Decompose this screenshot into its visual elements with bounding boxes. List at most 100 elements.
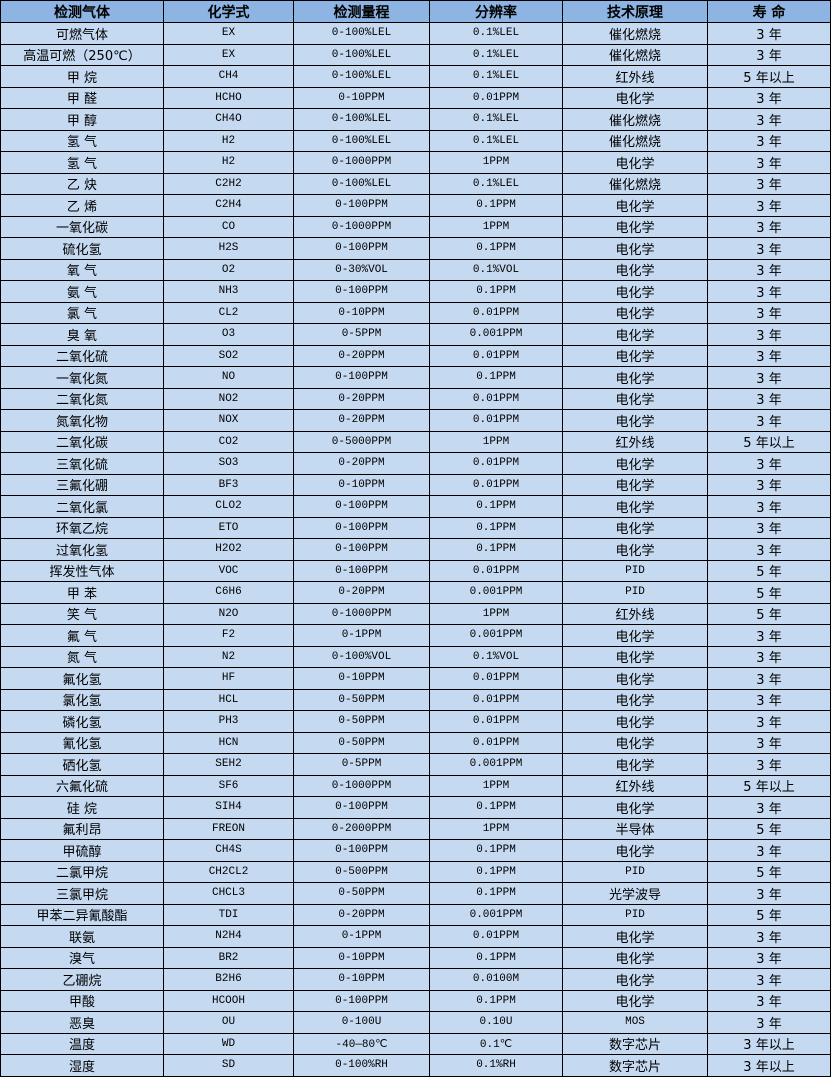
cell-resolution: 1PPM bbox=[429, 817, 563, 840]
table-row: 氯 气 CL2 0-10PPM 0.01PPM 电化学 3 年 bbox=[0, 301, 831, 324]
cell-resolution: 0.01PPM bbox=[429, 86, 563, 109]
cell-gas: 环氧乙烷 bbox=[0, 516, 164, 539]
cell-range: 0-30%VOL bbox=[293, 258, 430, 281]
table-row: 臭 氧 O3 0-5PPM 0.001PPM 电化学 3 年 bbox=[0, 323, 831, 346]
cell-principle: 电化学 bbox=[562, 366, 708, 389]
cell-range: 0-100U bbox=[293, 1011, 430, 1034]
cell-gas: 联氨 bbox=[0, 925, 164, 948]
cell-principle: 电化学 bbox=[562, 495, 708, 518]
cell-gas: 甲 醛 bbox=[0, 86, 164, 109]
cell-formula: CL2 bbox=[163, 301, 294, 324]
cell-principle: 电化学 bbox=[562, 409, 708, 432]
cell-resolution: 0.0100M bbox=[429, 968, 563, 991]
cell-range: 0-1PPM bbox=[293, 925, 430, 948]
cell-range: 0-50PPM bbox=[293, 731, 430, 754]
cell-resolution: 1PPM bbox=[429, 774, 563, 797]
cell-lifespan: 5 年以上 bbox=[707, 430, 831, 453]
cell-range: 0-100PPM bbox=[293, 839, 430, 862]
cell-principle: 红外线 bbox=[562, 602, 708, 625]
table-row: 磷化氢 PH3 0-50PPM 0.01PPM 电化学 3 年 bbox=[0, 710, 831, 733]
cell-range: 0-20PPM bbox=[293, 387, 430, 410]
cell-resolution: 0.01PPM bbox=[429, 409, 563, 432]
cell-formula: O2 bbox=[163, 258, 294, 281]
cell-range: 0-100PPM bbox=[293, 516, 430, 539]
header-row: 检测气体 化学式 检测量程 分辨率 技术原理 寿 命 bbox=[0, 0, 831, 23]
cell-range: 0-100PPM bbox=[293, 194, 430, 217]
cell-resolution: 0.001PPM bbox=[429, 903, 563, 926]
cell-range: 0-5000PPM bbox=[293, 430, 430, 453]
table-row: 三氯甲烷 CHCL3 0-50PPM 0.1PPM 光学波导 3 年 bbox=[0, 882, 831, 905]
cell-range: 0-20PPM bbox=[293, 344, 430, 367]
cell-gas: 过氧化氢 bbox=[0, 538, 164, 561]
cell-formula: HCHO bbox=[163, 86, 294, 109]
cell-resolution: 0.1PPM bbox=[429, 194, 563, 217]
cell-formula: TDI bbox=[163, 903, 294, 926]
cell-gas: 臭 氧 bbox=[0, 323, 164, 346]
cell-resolution: 0.1PPM bbox=[429, 796, 563, 819]
cell-principle: 电化学 bbox=[562, 925, 708, 948]
table-row: 氮氧化物 NOX 0-20PPM 0.01PPM 电化学 3 年 bbox=[0, 409, 831, 432]
cell-resolution: 0.01PPM bbox=[429, 387, 563, 410]
cell-formula: NH3 bbox=[163, 280, 294, 303]
cell-range: 0-100PPM bbox=[293, 796, 430, 819]
cell-principle: 电化学 bbox=[562, 538, 708, 561]
cell-principle: 电化学 bbox=[562, 452, 708, 475]
cell-lifespan: 3 年 bbox=[707, 22, 831, 45]
cell-resolution: 0.1PPM bbox=[429, 280, 563, 303]
cell-gas: 挥发性气体 bbox=[0, 559, 164, 582]
cell-gas: 氟 气 bbox=[0, 624, 164, 647]
cell-principle: 电化学 bbox=[562, 731, 708, 754]
cell-formula: BR2 bbox=[163, 946, 294, 969]
cell-formula: N2 bbox=[163, 645, 294, 668]
cell-principle: 红外线 bbox=[562, 430, 708, 453]
table-row: 挥发性气体 VOC 0-100PPM 0.01PPM PID 5 年 bbox=[0, 559, 831, 582]
cell-formula: C2H2 bbox=[163, 172, 294, 195]
cell-resolution: 0.10U bbox=[429, 1011, 563, 1034]
cell-formula: FREON bbox=[163, 817, 294, 840]
cell-gas: 氨 气 bbox=[0, 280, 164, 303]
cell-gas: 氧 气 bbox=[0, 258, 164, 281]
cell-gas: 温度 bbox=[0, 1032, 164, 1055]
cell-formula: N2H4 bbox=[163, 925, 294, 948]
cell-lifespan: 5 年以上 bbox=[707, 774, 831, 797]
cell-range: 0-100%LEL bbox=[293, 129, 430, 152]
cell-formula: NO bbox=[163, 366, 294, 389]
cell-resolution: 1PPM bbox=[429, 430, 563, 453]
cell-resolution: 0.01PPM bbox=[429, 688, 563, 711]
cell-formula: BF3 bbox=[163, 473, 294, 496]
table-row: 二氯甲烷 CH2CL2 0-500PPM 0.1PPM PID 5 年 bbox=[0, 860, 831, 883]
cell-principle: 电化学 bbox=[562, 194, 708, 217]
cell-resolution: 0.1PPM bbox=[429, 839, 563, 862]
cell-resolution: 1PPM bbox=[429, 602, 563, 625]
cell-formula: CH4 bbox=[163, 65, 294, 88]
cell-lifespan: 3 年 bbox=[707, 882, 831, 905]
cell-lifespan: 3 年 bbox=[707, 645, 831, 668]
cell-gas: 二氧化硫 bbox=[0, 344, 164, 367]
table-row: 甲 烷 CH4 0-100%LEL 0.1%LEL 红外线 5 年以上 bbox=[0, 65, 831, 88]
table-row: 甲苯二异氰酸酯 TDI 0-20PPM 0.001PPM PID 5 年 bbox=[0, 903, 831, 926]
cell-lifespan: 5 年以上 bbox=[707, 65, 831, 88]
cell-formula: SO3 bbox=[163, 452, 294, 475]
cell-formula: CH4S bbox=[163, 839, 294, 862]
table-row: 硒化氢 SEH2 0-5PPM 0.001PPM 电化学 3 年 bbox=[0, 753, 831, 776]
header-range: 检测量程 bbox=[293, 0, 430, 23]
cell-lifespan: 3 年 bbox=[707, 624, 831, 647]
table-row: 乙 炔 C2H2 0-100%LEL 0.1%LEL 催化燃烧 3 年 bbox=[0, 172, 831, 195]
cell-lifespan: 3 年 bbox=[707, 495, 831, 518]
cell-principle: 红外线 bbox=[562, 65, 708, 88]
cell-principle: 催化燃烧 bbox=[562, 108, 708, 131]
header-gas: 检测气体 bbox=[0, 0, 164, 23]
cell-range: 0-100PPM bbox=[293, 989, 430, 1012]
cell-formula: WD bbox=[163, 1032, 294, 1055]
cell-formula: C6H6 bbox=[163, 581, 294, 604]
cell-lifespan: 3 年 bbox=[707, 129, 831, 152]
cell-range: 0-2000PPM bbox=[293, 817, 430, 840]
cell-gas: 二氧化氮 bbox=[0, 387, 164, 410]
cell-gas: 氰化氢 bbox=[0, 731, 164, 754]
table-row: 氮 气 N2 0-100%VOL 0.1%VOL 电化学 3 年 bbox=[0, 645, 831, 668]
table-row: 过氧化氢 H2O2 0-100PPM 0.1PPM 电化学 3 年 bbox=[0, 538, 831, 561]
cell-formula: SO2 bbox=[163, 344, 294, 367]
cell-lifespan: 3 年 bbox=[707, 452, 831, 475]
cell-principle: 催化燃烧 bbox=[562, 129, 708, 152]
cell-lifespan: 3 年 bbox=[707, 538, 831, 561]
